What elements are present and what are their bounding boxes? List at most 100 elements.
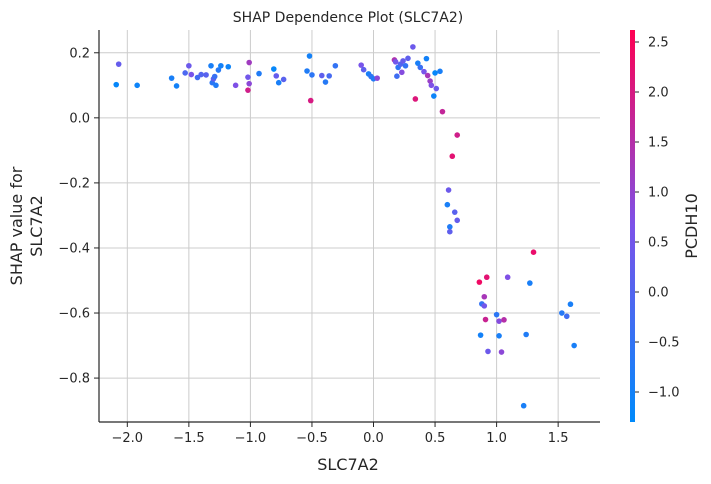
scatter-point (410, 44, 416, 50)
scatter-point (530, 249, 537, 255)
scatter-point (186, 62, 192, 69)
y-tick-label: 0.0 (69, 111, 90, 126)
y-axis-label-line-1: SHAP value for (7, 166, 26, 285)
scatter-point (405, 55, 411, 62)
colorbar-tick-label: 1.5 (648, 136, 669, 151)
scatter-point (270, 66, 277, 72)
scatter-point (496, 318, 502, 324)
colorbar-label: PCDH10 (682, 193, 701, 259)
scatter-point (306, 53, 313, 59)
scatter-point (493, 311, 500, 318)
scatter-point (454, 132, 461, 138)
scatter-point (402, 62, 409, 69)
scatter-point (481, 303, 488, 309)
scatter-point (424, 72, 431, 79)
scatter-point (203, 72, 209, 78)
scatter-point (523, 331, 529, 338)
colorbar-tick-label: 0.0 (648, 286, 669, 301)
scatter-point (423, 55, 430, 62)
x-tick-label: −0.5 (296, 431, 328, 446)
scatter-point (215, 67, 222, 73)
scatter-point (394, 73, 400, 79)
scatter-point (444, 201, 451, 208)
scatter-point (485, 348, 491, 355)
x-tick-label: −1.5 (173, 431, 205, 446)
scatter-point (504, 274, 511, 281)
colorbar-tick-label: 2.0 (648, 86, 669, 101)
colorbar-tick-label: 1.0 (648, 186, 669, 201)
scatter-point (482, 316, 489, 323)
scatter-point (496, 332, 502, 339)
scatter-point (208, 62, 214, 69)
x-tick-label: 0.0 (363, 431, 384, 446)
scatter-point (392, 59, 399, 65)
scatter-point (477, 332, 484, 338)
scatter-point (445, 187, 452, 193)
scatter-point (431, 93, 437, 99)
scatter-point (501, 317, 507, 323)
scatter-point (481, 293, 488, 300)
scatter-point (428, 82, 435, 89)
grid (99, 30, 600, 422)
x-tick-label: 1.0 (486, 431, 507, 446)
scatter-point (358, 62, 364, 68)
scatter-point (326, 73, 332, 79)
scatter-point (332, 62, 339, 69)
scatter-point (173, 83, 180, 89)
y-tick-label: −0.2 (58, 176, 90, 191)
scatter-point (245, 74, 251, 80)
scatter-point (225, 63, 232, 70)
scatter-point (134, 82, 140, 89)
scatter-point (400, 58, 406, 64)
scatter-point (498, 349, 505, 355)
scatter-point (449, 153, 456, 160)
scatter-point (245, 87, 251, 93)
colorbar-tick-label: 0.5 (648, 236, 669, 251)
scatter-point (246, 59, 252, 66)
scatter-point (188, 71, 195, 78)
scatter-point (246, 80, 252, 87)
chart-title: SHAP Dependence Plot (SLC7A2) (233, 10, 463, 26)
scatter-point (211, 73, 218, 80)
scatter-point (433, 85, 440, 92)
scatter-point (571, 342, 577, 349)
scatter-point (307, 97, 314, 104)
scatter-point (417, 64, 424, 71)
x-tick-label: 1.5 (548, 431, 569, 446)
scatter-point (520, 402, 527, 409)
scatter-point (447, 224, 453, 230)
scatter-point (256, 70, 262, 77)
scatter-point (559, 310, 565, 316)
scatter-point (319, 72, 325, 79)
x-tick-label: −1.0 (235, 431, 267, 446)
scatter-point (275, 79, 282, 86)
scatter-point (483, 274, 490, 281)
scatter-point (432, 70, 438, 76)
scatter-point (567, 301, 574, 308)
axes: −2.0 −1.5 −1.0 −0.5 0.0 0.5 1.0 1.5 0.2 0.0 −0.2 −0… (58, 30, 600, 446)
scatter-point (439, 108, 446, 115)
scatter-point (322, 79, 329, 85)
x-axis-label: SLC7A2 (317, 455, 379, 474)
scatter-point (374, 75, 380, 81)
y-axis-label: SHAP value for SLC7A2 (7, 166, 46, 285)
scatter-point (427, 78, 433, 84)
colorbar-tick-label: −0.5 (648, 336, 680, 351)
scatter-point (113, 81, 120, 88)
scatter-point (412, 96, 419, 102)
scatter-point (273, 73, 280, 79)
colorbar-ticks: 2.5 2.0 1.5 1.0 0.5 0.0 −0.5 −1.0 (635, 36, 680, 401)
scatter-point (447, 228, 453, 235)
x-tick-label: 0.5 (425, 431, 446, 446)
colorbar-tick-label: −1.0 (648, 386, 680, 401)
scatter-point (437, 68, 443, 75)
scatter-point (280, 76, 287, 83)
y-tick-label: 0.2 (69, 46, 90, 61)
scatter-point (304, 68, 310, 74)
colorbar (630, 30, 635, 422)
scatter-point (563, 313, 570, 320)
scatter-point (182, 70, 188, 76)
scatter-point (451, 209, 458, 215)
scatter-point (115, 61, 122, 67)
